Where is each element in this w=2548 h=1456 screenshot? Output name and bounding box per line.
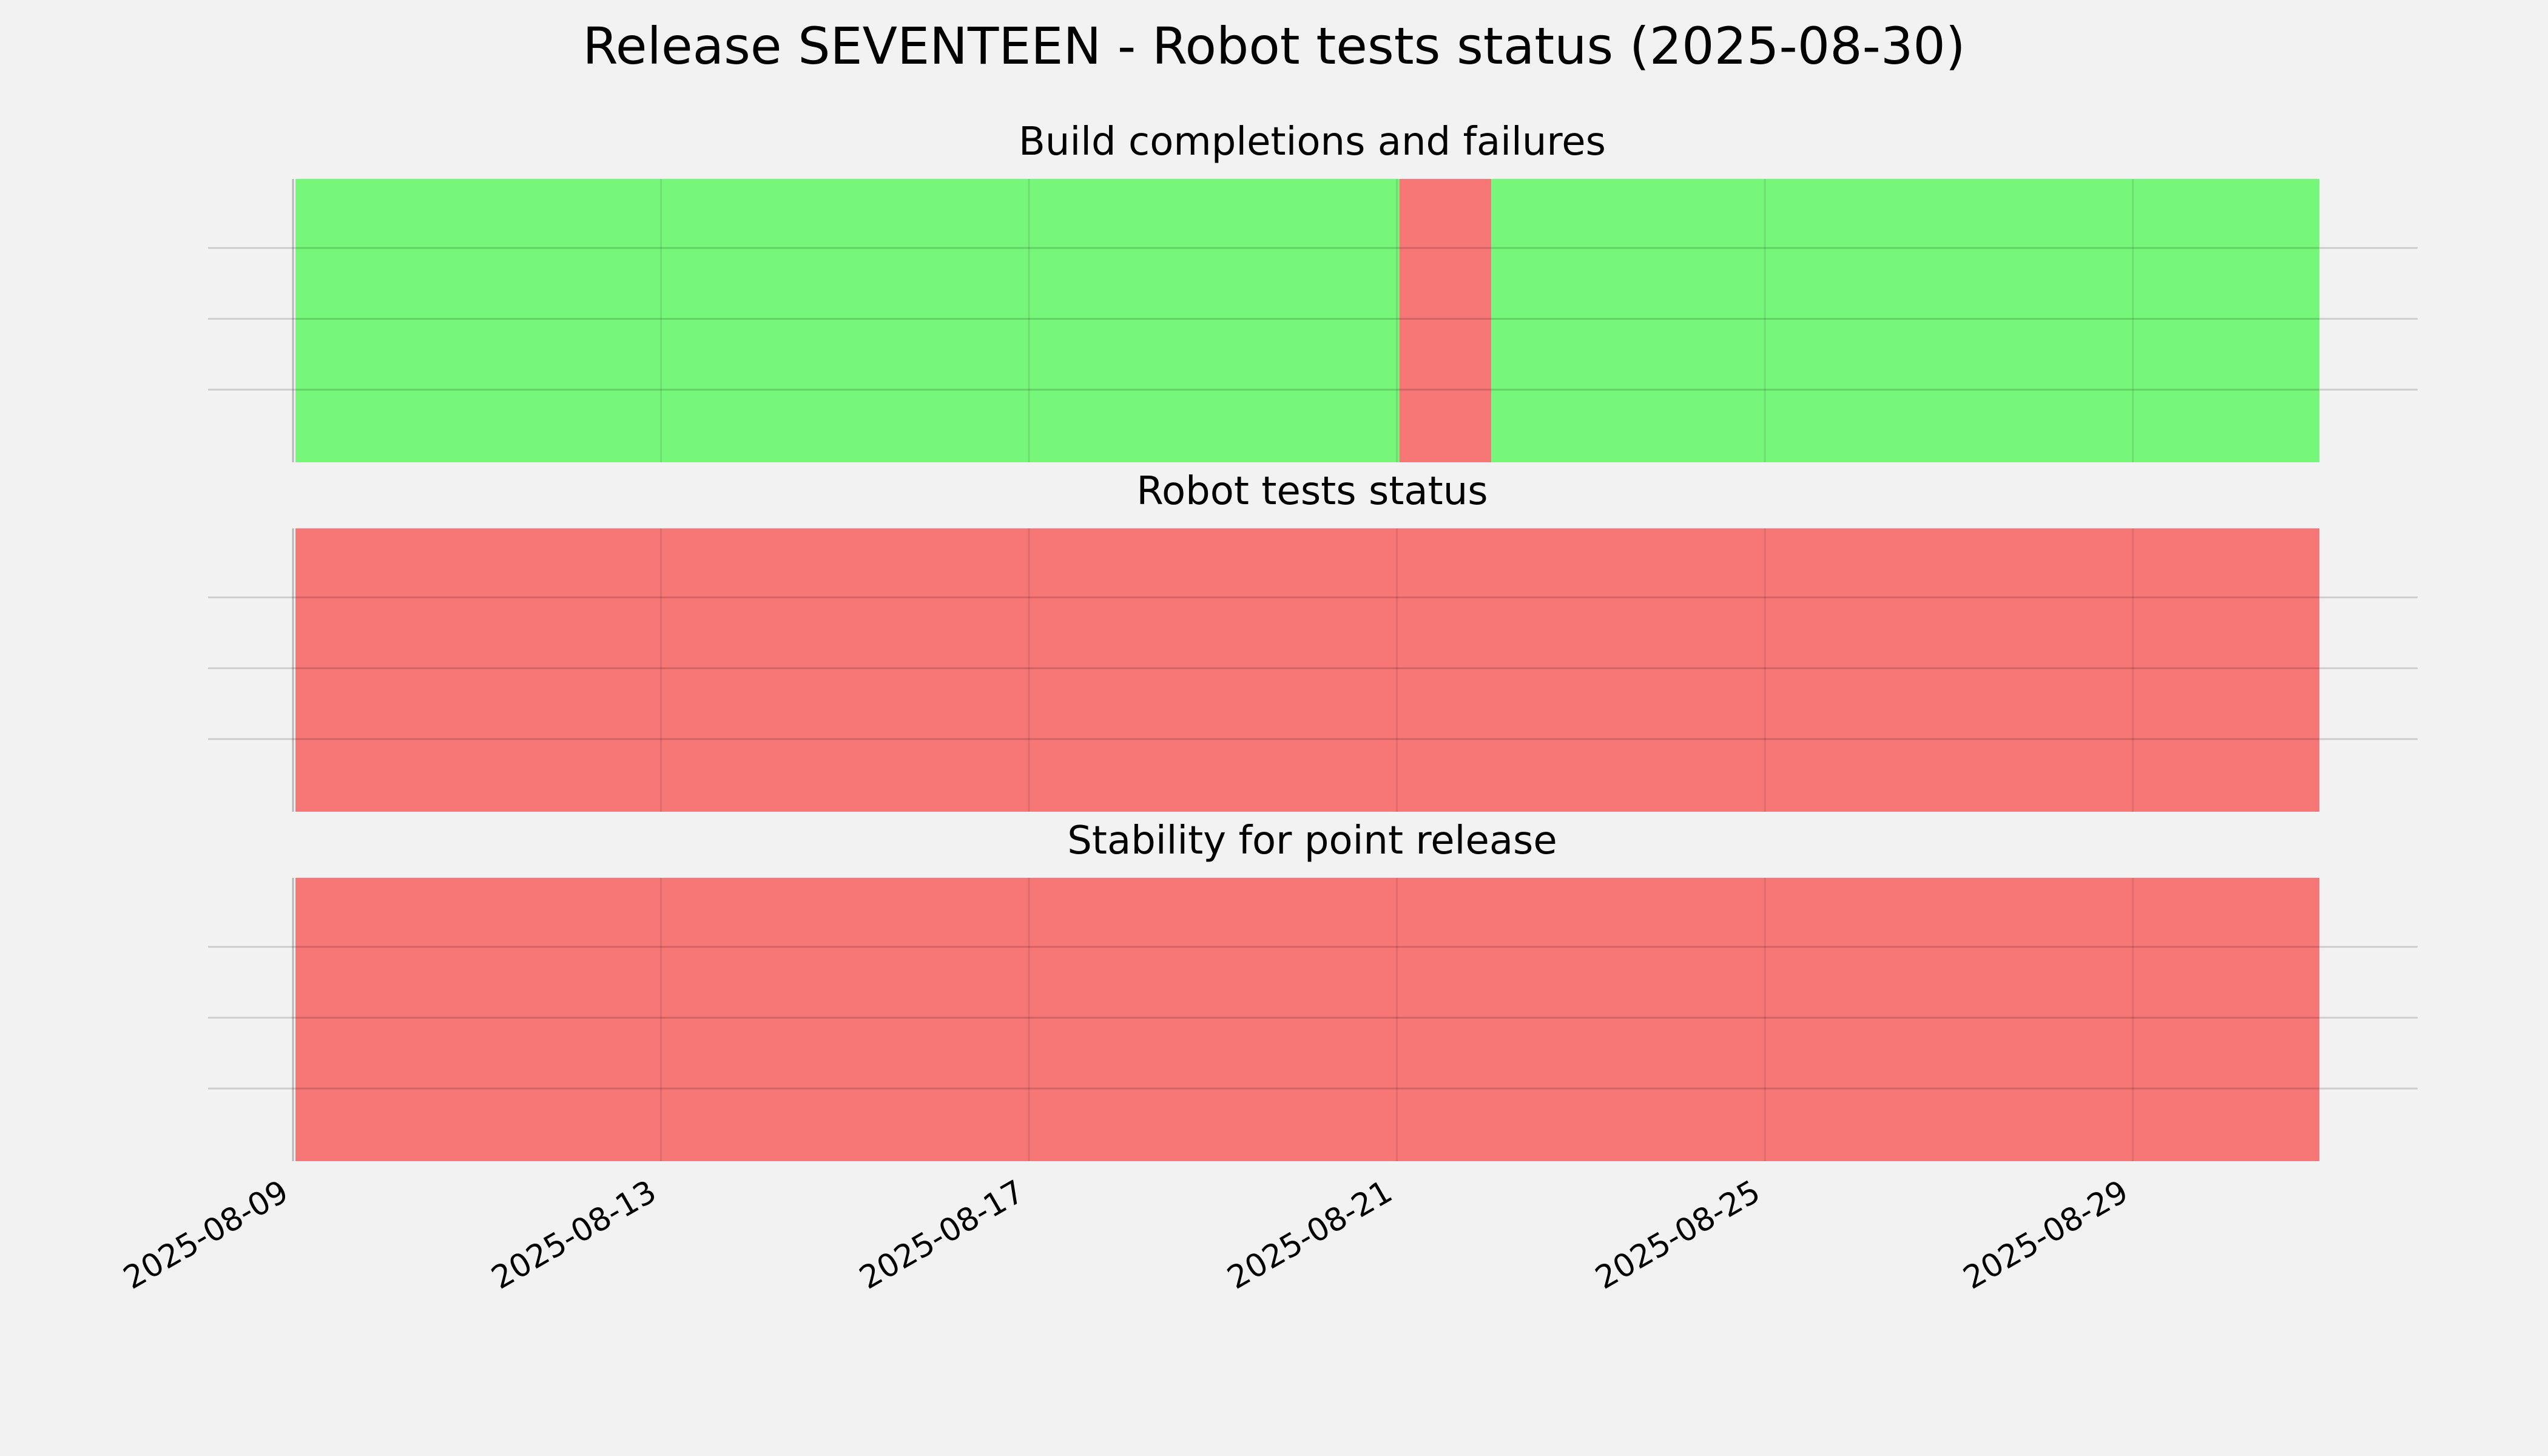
x-tick-label: 2025-08-09	[118, 1173, 295, 1296]
panel-title: Stability for point release	[1067, 818, 1557, 863]
status-segment-pass	[295, 179, 1400, 462]
panel-title: Build completions and failures	[1019, 120, 1606, 164]
x-axis-ticks: 2025-08-09 2025-08-13 2025-08-17 2025-08-21…	[118, 1173, 2134, 1296]
x-tick-label: 2025-08-13	[485, 1173, 662, 1296]
x-tick-label: 2025-08-17	[854, 1173, 1031, 1296]
status-segment-pass	[1491, 179, 2319, 462]
x-tick-label: 2025-08-25	[1589, 1173, 1767, 1296]
panels-layer: Build completions and failures Robot test…	[208, 120, 2418, 1161]
status-segment-fail	[295, 528, 2319, 812]
status-segment-fail	[295, 878, 2319, 1161]
panel-1: Build completions and failures	[208, 120, 2418, 462]
panel-3: Stability for point release	[208, 818, 2418, 1161]
x-tick-label: 2025-08-21	[1221, 1173, 1398, 1296]
x-tick-label: 2025-08-29	[1958, 1173, 2135, 1296]
panel-2: Robot tests status	[208, 469, 2418, 812]
status-segment-fail	[1399, 179, 1492, 462]
chart-title: Release SEVENTEEN - Robot tests status (…	[582, 16, 1965, 76]
panel-title: Robot tests status	[1136, 469, 1488, 514]
